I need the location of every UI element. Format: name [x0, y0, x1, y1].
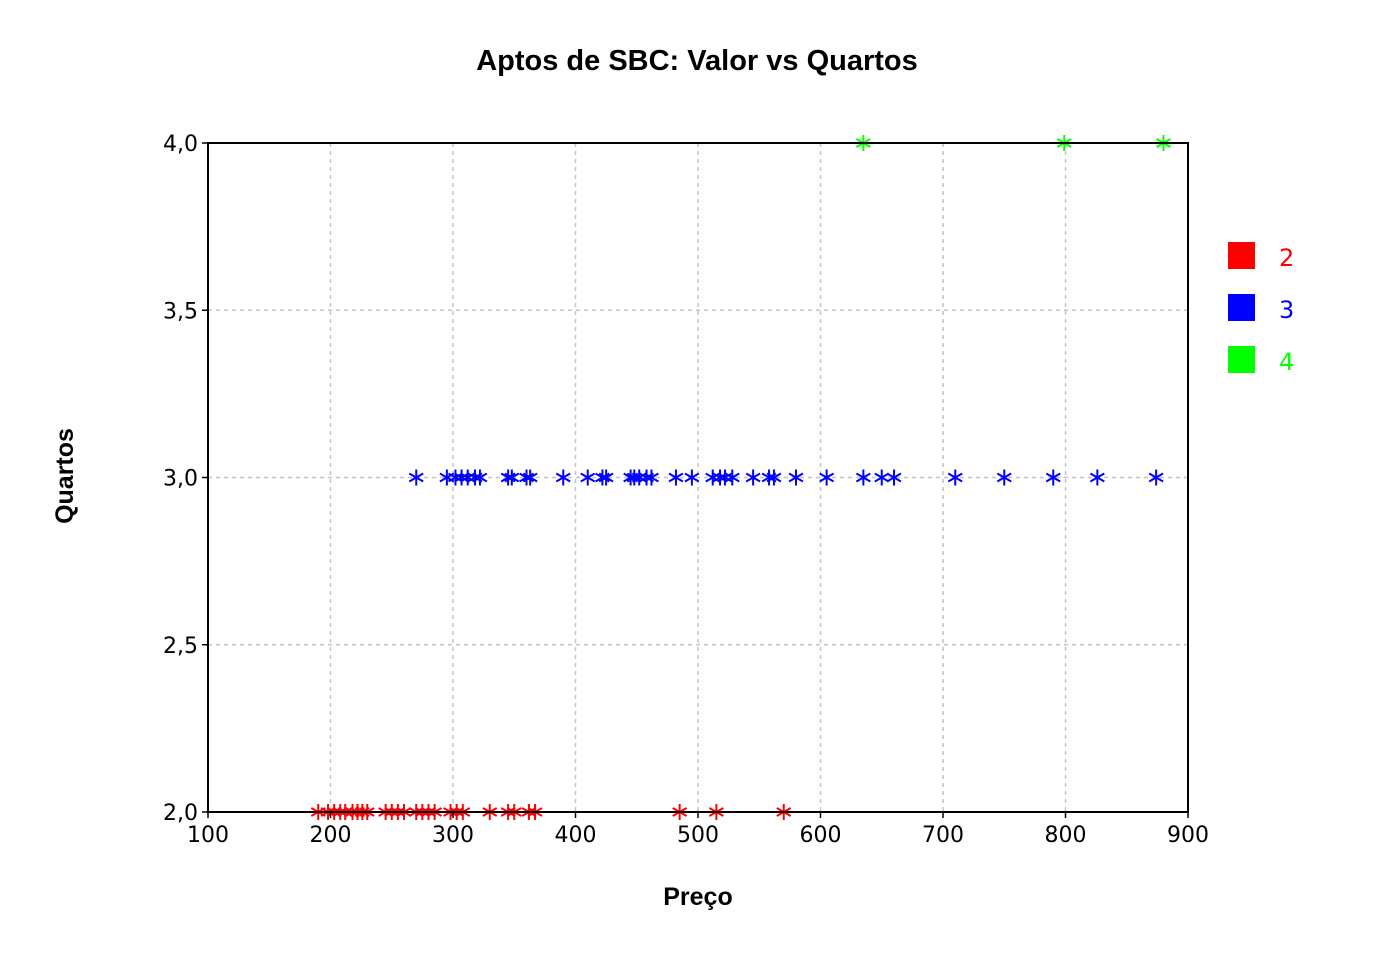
- data-point-series-3: [643, 469, 659, 486]
- x-tick-label: 600: [800, 823, 842, 848]
- x-axis-label: Preço: [663, 883, 732, 911]
- data-point-series-3: [886, 469, 902, 486]
- grid-lines: [208, 143, 1188, 812]
- legend-label: 3: [1279, 296, 1294, 324]
- legend-item-4: 4: [1228, 346, 1294, 376]
- data-point-series-3: [504, 469, 520, 486]
- chart-title: Aptos de SBC: Valor vs Quartos: [476, 45, 918, 77]
- data-point-series-3: [819, 469, 835, 486]
- data-point-series-3: [454, 469, 470, 486]
- legend-swatch: [1228, 346, 1255, 373]
- data-point-series-3: [855, 469, 871, 486]
- legend: 2 3 4: [1228, 242, 1294, 376]
- x-tick-label: 500: [677, 823, 719, 848]
- y-tick-label: 3,0: [163, 467, 198, 492]
- x-tick-label: 700: [922, 823, 964, 848]
- data-point-series-3: [724, 469, 740, 486]
- y-tick-label: 2,0: [163, 801, 198, 826]
- data-point-series-3: [947, 469, 963, 486]
- x-tick-label: 100: [187, 823, 229, 848]
- data-point-series-3: [580, 469, 596, 486]
- data-point-series-3: [1148, 469, 1164, 486]
- x-tick-label: 300: [432, 823, 474, 848]
- legend-item-2: 2: [1228, 242, 1294, 272]
- data-point-series-3: [668, 469, 684, 486]
- legend-swatch: [1228, 242, 1255, 269]
- x-tick-label: 900: [1167, 823, 1209, 848]
- data-point-series-3: [788, 469, 804, 486]
- data-point-series-3: [874, 469, 890, 486]
- legend-label: 2: [1279, 244, 1294, 272]
- x-tick-label: 200: [310, 823, 352, 848]
- data-point-series-3: [598, 469, 614, 486]
- data-point-series-3: [555, 469, 571, 486]
- legend-label: 4: [1279, 348, 1294, 376]
- y-tick-label: 3,5: [163, 299, 198, 324]
- x-tick-label: 800: [1045, 823, 1087, 848]
- data-point-series-3: [522, 469, 538, 486]
- y-tick-label: 2,5: [163, 634, 198, 659]
- legend-item-3: 3: [1228, 294, 1294, 324]
- data-point-series-3: [408, 469, 424, 486]
- y-axis-label: Quartos: [51, 428, 79, 524]
- legend-swatch: [1228, 294, 1255, 321]
- y-axis-ticks: 2,0 2,5 3,0 3,5 4,0: [163, 132, 208, 826]
- data-point-series-3: [1089, 469, 1105, 486]
- data-point-series-3: [745, 469, 761, 486]
- y-tick-label: 4,0: [163, 132, 198, 157]
- data-point-series-3: [996, 469, 1012, 486]
- data-point-series-3: [684, 469, 700, 486]
- x-axis-ticks: 100 200 300 400 500 600 700 800 900: [187, 812, 1209, 848]
- data-point-series-3: [766, 469, 782, 486]
- x-tick-label: 400: [555, 823, 597, 848]
- data-point-series-3: [1045, 469, 1061, 486]
- data-point-series-3: [447, 469, 463, 486]
- data-point-series-3: [472, 469, 488, 486]
